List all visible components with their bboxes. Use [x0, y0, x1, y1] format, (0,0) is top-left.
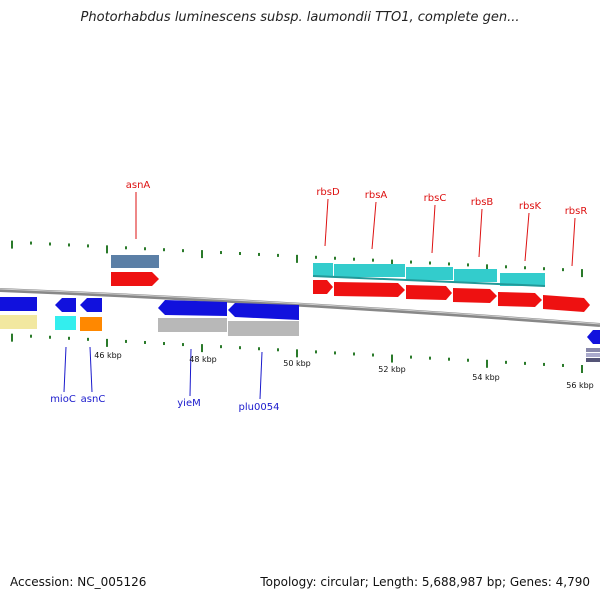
label-rbsB[interactable]: rbsB: [471, 197, 494, 208]
reverse-labels: mioC asnC yieM plu0054: [50, 346, 280, 413]
label-asnA[interactable]: asnA: [126, 180, 151, 191]
forward-labels: asnA rbsD rbsA rbsC rbsB rbsK rbsR: [126, 180, 588, 267]
cds-asnC-arrow[interactable]: [80, 298, 102, 312]
accession-text: Accession: NC_005126: [10, 575, 147, 589]
label-yieM[interactable]: yieM: [177, 398, 200, 409]
gene-yieM-bar[interactable]: [158, 318, 227, 332]
gene-left-bar[interactable]: [0, 315, 37, 329]
scale-labels: 46 kbp 48 kbp 50 kbp 52 kbp 54 kbp 56 kb…: [94, 351, 594, 390]
gene-asnC-bar[interactable]: [80, 317, 102, 331]
cds-left-arrow[interactable]: [0, 297, 37, 311]
gene-rbsB-bar[interactable]: [454, 269, 497, 282]
cds-yieM-arrow[interactable]: [158, 300, 227, 316]
gene-right-bar-3[interactable]: [586, 358, 600, 362]
label-rbsC[interactable]: rbsC: [424, 193, 447, 204]
gene-right-bar-2[interactable]: [586, 353, 600, 357]
cds-mioC-arrow[interactable]: [55, 298, 76, 312]
label-asnC[interactable]: asnC: [81, 394, 106, 405]
cds-rbsR-arrow[interactable]: [543, 295, 590, 312]
gene-right-bar-1[interactable]: [586, 348, 600, 352]
gene-rbsC-bar[interactable]: [406, 267, 453, 280]
scale-label-56kbp: 56 kbp: [566, 381, 594, 390]
cds-plu0054-arrow[interactable]: [228, 303, 299, 320]
scale-label-46kbp: 46 kbp: [94, 351, 122, 360]
label-plu0054[interactable]: plu0054: [239, 402, 280, 413]
cds-rbsC-arrow[interactable]: [406, 285, 452, 300]
map-title: Photorhabdus luminescens subsp. laumondi…: [80, 10, 520, 25]
label-mioC[interactable]: mioC: [50, 394, 76, 405]
cds-right-arrow[interactable]: [587, 330, 600, 344]
cds-rbsA-arrow[interactable]: [334, 282, 405, 297]
label-rbsR[interactable]: rbsR: [565, 206, 588, 217]
gene-rbsD-bar[interactable]: [313, 263, 333, 276]
tick-marks: [11, 240, 583, 374]
cds-asnA-arrow[interactable]: [111, 272, 159, 286]
gene-mioC-bar[interactable]: [55, 316, 76, 330]
cds-rbsB-arrow[interactable]: [453, 288, 497, 303]
scale-label-54kbp: 54 kbp: [472, 373, 500, 382]
genome-summary-text: Topology: circular; Length: 5,688,987 bp…: [260, 575, 590, 589]
label-rbsA[interactable]: rbsA: [365, 190, 388, 201]
gene-rbsK-bar[interactable]: [500, 273, 545, 286]
gene-rbsA-bar[interactable]: [334, 264, 405, 277]
cds-rbsD-arrow[interactable]: [313, 280, 333, 294]
label-rbsK[interactable]: rbsK: [519, 201, 542, 212]
scale-label-50kbp: 50 kbp: [283, 359, 311, 368]
cds-rbsK-arrow[interactable]: [498, 292, 542, 307]
label-rbsD[interactable]: rbsD: [316, 187, 340, 198]
gene-asnA-bar[interactable]: [111, 255, 159, 268]
genome-backbone: [0, 288, 600, 327]
scale-label-52kbp: 52 kbp: [378, 365, 406, 374]
scale-label-48kbp: 48 kbp: [189, 355, 217, 364]
gene-plu0054-bar[interactable]: [228, 321, 299, 336]
